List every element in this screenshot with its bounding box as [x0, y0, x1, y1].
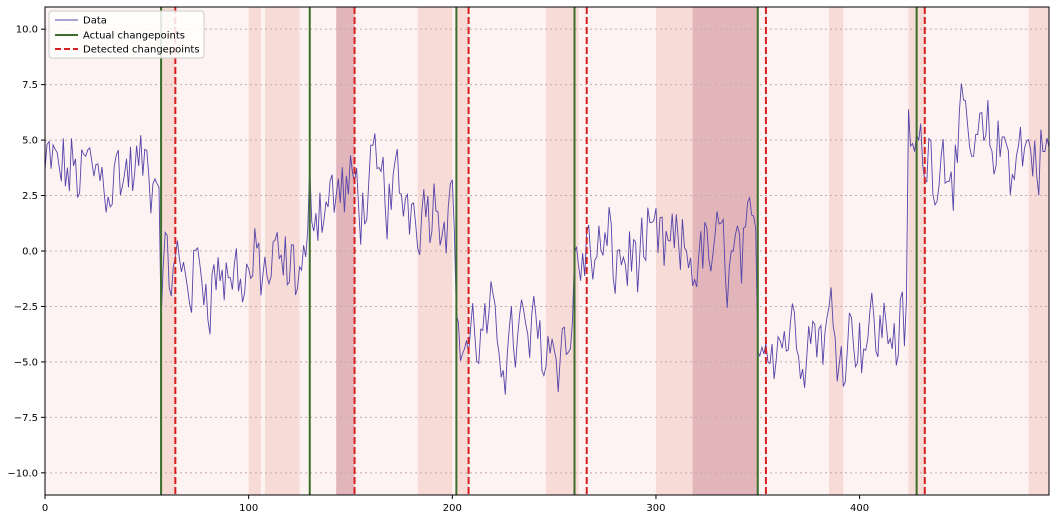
x-tick-label: 300	[646, 503, 665, 514]
shaded-region	[417, 7, 453, 495]
legend-label-actual: Actual changepoints	[83, 31, 185, 42]
changepoint-lines	[160, 7, 926, 495]
legend-label-detected: Detected changepoints	[83, 45, 200, 56]
data-line	[44, 83, 1050, 395]
y-tick-label: −7.5	[14, 413, 38, 424]
x-tick-label: 200	[443, 503, 462, 514]
y-tick-label: 2.5	[22, 191, 38, 202]
data-series	[44, 83, 1050, 395]
shaded-region	[456, 7, 469, 495]
x-tick-label: 0	[42, 503, 48, 514]
y-tick-label: 5.0	[22, 136, 38, 147]
x-tick-label: 100	[239, 503, 258, 514]
y-tick-label: 10.0	[16, 25, 38, 36]
legend-label-data: Data	[83, 16, 107, 27]
legend-box	[48, 10, 205, 59]
y-tick-label: 7.5	[22, 80, 38, 91]
y-tick-label: 0.0	[22, 247, 38, 258]
y-tick-label: −5.0	[14, 357, 38, 368]
y-tick-label: −2.5	[14, 302, 38, 313]
shaded-region	[248, 7, 261, 495]
legend: Data Actual changepoints Detected change…	[48, 10, 205, 59]
shaded-region	[1028, 7, 1049, 495]
y-tick-label: −10.0	[7, 468, 38, 479]
axes: 0 100 200 300 400 −10.0 −7.5 −5.0 −2.5 0.0 2.5 5.0 7…	[7, 25, 869, 514]
y-gridlines	[45, 28, 1049, 474]
x-tick-label: 400	[850, 503, 869, 514]
